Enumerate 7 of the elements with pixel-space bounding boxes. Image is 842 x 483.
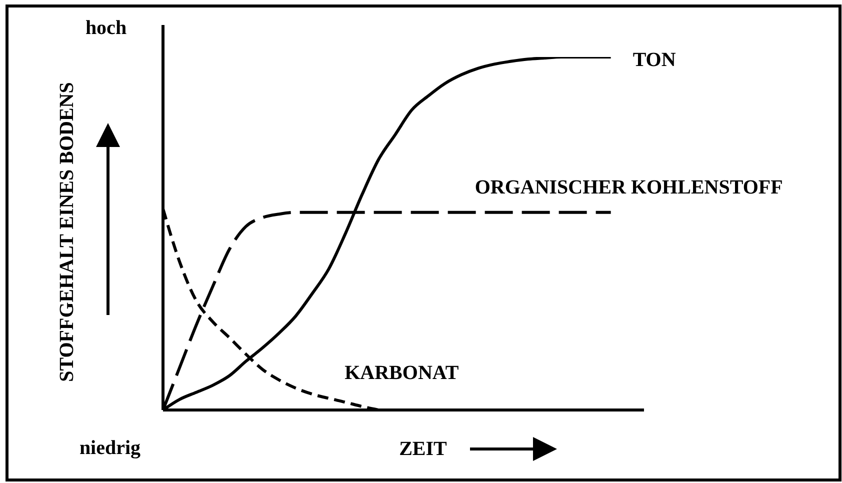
text: niedrig (79, 437, 141, 459)
series-label: KARBONAT (344, 362, 460, 384)
series-label: ORGANISCHER KOHLENSTOFF (474, 176, 783, 198)
y-axis-title: STOFFGEHALT EINES BODENS (56, 82, 78, 382)
x-axis-title: ZEIT (399, 438, 448, 460)
series-label: TON (632, 49, 676, 71)
text: hoch (85, 17, 127, 39)
